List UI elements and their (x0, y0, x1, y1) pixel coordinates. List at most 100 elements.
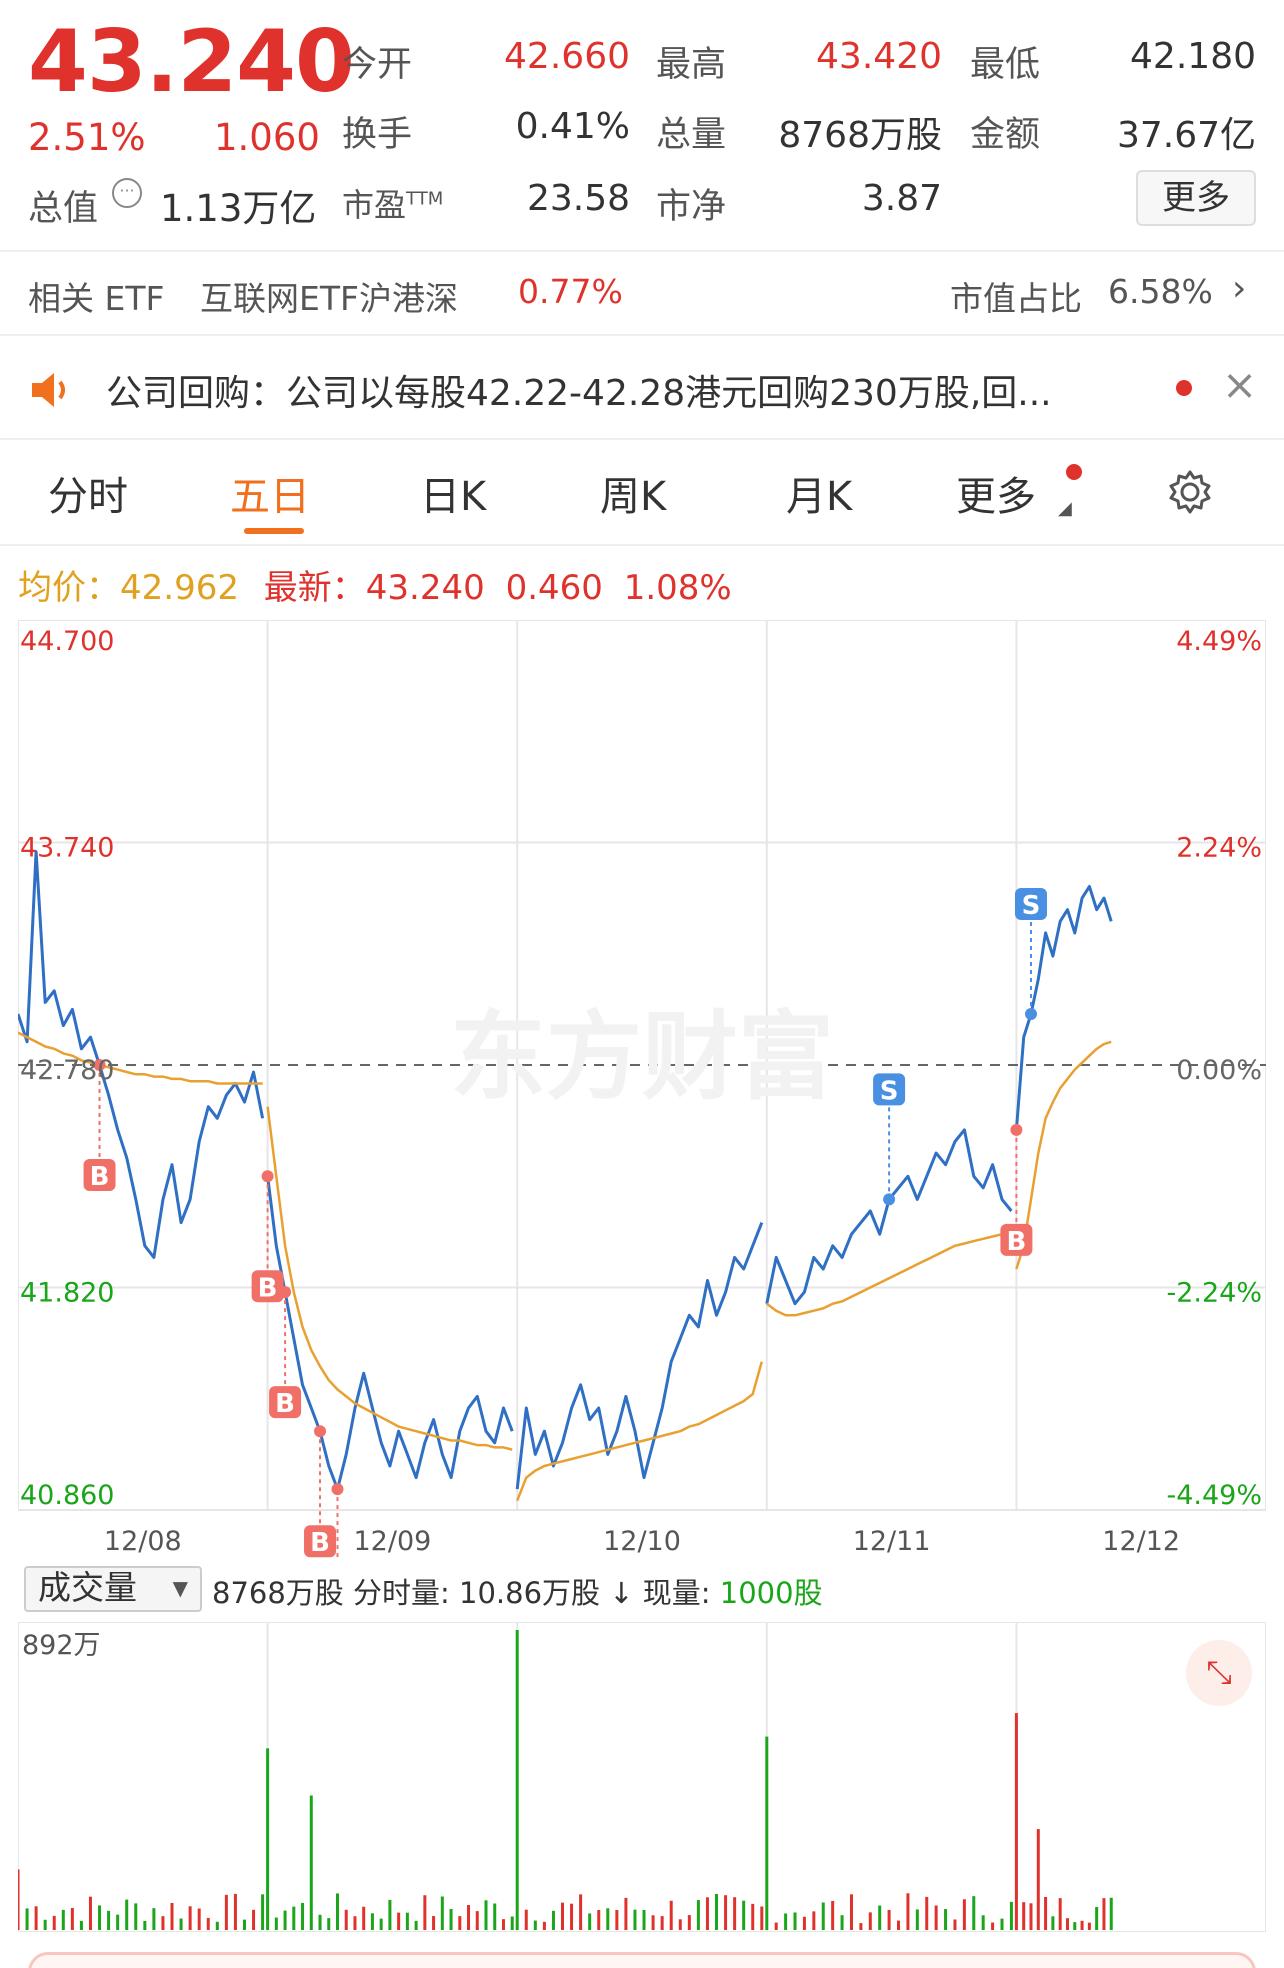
divider (0, 544, 1284, 546)
indicator-label: 成交量 (38, 1568, 137, 1607)
average-price-line: 均价：42.962 最新：43.240 0.460 1.08% (18, 560, 732, 609)
buy-marker (269, 1386, 302, 1419)
volume-bar (897, 1920, 901, 1930)
marker-label: B (1006, 1227, 1026, 1257)
volume-bar (344, 1909, 348, 1930)
volume-bar (206, 1917, 210, 1930)
volume-info: 8768万股 分时量: 10.86万股 ↓ 现量: 1000股 (212, 1576, 823, 1610)
volume-bar (724, 1895, 728, 1930)
volume-bar (475, 1911, 479, 1930)
volume-bar (335, 1893, 339, 1930)
notice-bar[interactable]: 公司回购：公司以每股42.22-42.28港元回购230万股,回... × (0, 336, 1284, 438)
y-left-tick-label: 41.820 (20, 1278, 114, 1309)
volume-bar (353, 1916, 357, 1930)
volume-bar (633, 1909, 637, 1930)
volume-bar (840, 1915, 844, 1930)
volume-bar (423, 1895, 427, 1930)
tab-monthly-k[interactable]: 月K (786, 474, 853, 520)
five-day-price-chart[interactable]: 东方财富 BBBBBSBS 44.70043.74042.78041.82040… (18, 620, 1266, 1560)
volume-bar (859, 1923, 863, 1930)
chevron-right-icon[interactable]: › (1232, 268, 1247, 309)
high-value: 43.420 (816, 36, 942, 77)
volume-bar (696, 1900, 700, 1930)
unread-dot (1176, 380, 1192, 396)
x-tick-label: 12/12 (1102, 1526, 1180, 1557)
x-tick-label: 12/10 (603, 1526, 681, 1557)
volume-bar (802, 1916, 806, 1930)
volume-bar (560, 1902, 564, 1930)
y-right-tick-label: 2.24% (1176, 833, 1262, 864)
volume-bar (414, 1920, 418, 1930)
indicator-selector[interactable]: 成交量 ▼ (24, 1566, 202, 1612)
avg-value: 42.962 (120, 568, 239, 608)
pb-value: 3.87 (861, 178, 942, 219)
plot-frame (18, 620, 1266, 1511)
related-etf-row[interactable]: 相关 ETF 互联网ETF沪港深 0.77% 市值占比 6.58% › (0, 252, 1284, 334)
tab-intraday[interactable]: 分时 (48, 474, 128, 520)
sell-marker (1014, 888, 1047, 921)
marker-dot (883, 1193, 896, 1206)
settings-gear-icon[interactable] (1166, 468, 1214, 516)
volume-bar (925, 1896, 929, 1930)
more-button[interactable]: 更多 (1136, 170, 1256, 226)
volume-bar (705, 1897, 709, 1930)
volume-bar (981, 1915, 985, 1930)
volume-bar (152, 1908, 156, 1930)
volume-bar (379, 1918, 383, 1930)
notice-text[interactable]: 公司回购：公司以每股42.22-42.28港元回购230万股,回... (106, 373, 1052, 414)
volume-bar (52, 1915, 56, 1930)
close-icon[interactable]: × (1222, 360, 1258, 409)
more-info-icon[interactable]: ··· (112, 178, 142, 208)
volume-bar (1036, 1829, 1040, 1930)
expand-icon[interactable]: ⤡ (1186, 1640, 1252, 1706)
volume-bar (1095, 1907, 1099, 1930)
volume-bar (283, 1910, 287, 1930)
tab-daily-k[interactable]: 日K (420, 474, 487, 520)
open-value: 42.660 (504, 36, 630, 77)
price-line (266, 1176, 514, 1491)
y-right-tick-label: 0.00% (1176, 1055, 1262, 1086)
volume-bar (972, 1896, 976, 1930)
bottom-action-bar[interactable] (28, 1952, 1256, 1968)
volume-bar (991, 1922, 995, 1930)
pe-ttm-sup: TTM (406, 188, 444, 210)
volume-bar (467, 1905, 471, 1930)
low-value: 42.180 (1130, 36, 1256, 77)
volume-bar (1073, 1922, 1077, 1930)
price-line (515, 1222, 764, 1490)
y-left-tick-label: 42.780 (20, 1055, 114, 1086)
active-tab-indicator (244, 528, 304, 534)
marker-label: S (1022, 891, 1041, 921)
volume-bar (266, 1748, 270, 1930)
volume-bar (551, 1910, 555, 1930)
latest-label: 最新： (263, 568, 366, 608)
tab-more[interactable]: 更多 (956, 474, 1036, 520)
volume-bar (405, 1912, 409, 1930)
volume-bar (107, 1910, 111, 1930)
volume-bar (760, 1906, 764, 1930)
buy-marker (304, 1525, 337, 1558)
tab-weekly-k[interactable]: 周K (600, 474, 667, 520)
dropdown-icon: ▼ (172, 1576, 188, 1600)
volume-bar (458, 1916, 462, 1930)
volume-bar (484, 1900, 488, 1930)
low-label: 最低 (970, 45, 1041, 85)
etf-name[interactable]: 互联网ETF沪港深 (200, 279, 458, 318)
latest-change-pct: 1.08% (623, 568, 732, 608)
x-tick-label: 12/09 (353, 1526, 431, 1557)
volume-bar (606, 1908, 610, 1930)
volume-bar (687, 1915, 691, 1930)
volume-bar (765, 1736, 769, 1930)
volume-bar (588, 1913, 592, 1930)
volume-bar (579, 1894, 583, 1930)
volume-bar (793, 1912, 797, 1930)
market-cap-label: 总值 (28, 189, 99, 229)
market-cap-value: 1.13万亿 (160, 187, 317, 230)
volume-bar (362, 1906, 366, 1930)
volume-chart[interactable]: 892万 (18, 1622, 1266, 1932)
volume-bar (1014, 1713, 1018, 1930)
volume-bar (953, 1919, 957, 1930)
marker-label: B (90, 1162, 110, 1192)
volume-bar (125, 1899, 129, 1930)
tab-five-day[interactable]: 五日 (230, 474, 310, 520)
